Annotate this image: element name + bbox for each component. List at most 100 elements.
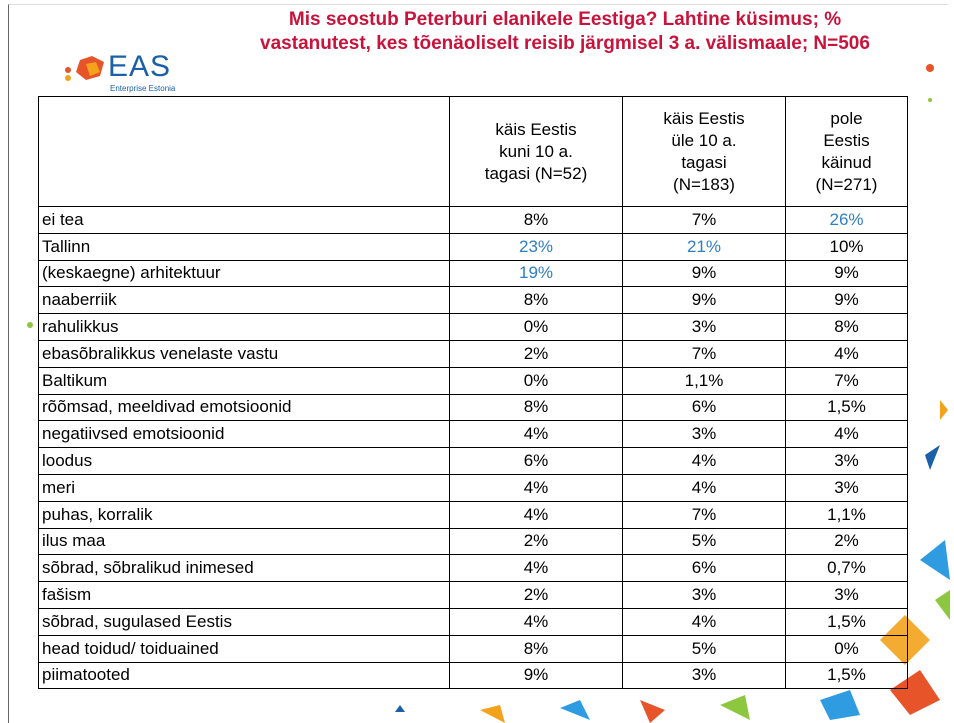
value-cell: 9% [785, 259, 908, 288]
value-cell: 6% [449, 447, 623, 475]
column-header [38, 96, 450, 207]
value-cell: 3% [785, 447, 908, 475]
value-cell: 9% [622, 259, 786, 288]
logo-subtitle: Enterprise Estonia [110, 84, 176, 93]
table-row: negatiivsed emotsioonid 4% 3% 4% [38, 420, 908, 449]
value-cell: 1,5% [785, 661, 908, 690]
logo: EAS [108, 50, 172, 83]
header-row: käis Eestis kuni 10 a. tagasi (N=52) käis… [38, 96, 908, 207]
table-row: Baltikum 0% 1,1% 7% [38, 366, 908, 395]
table-row: sõbrad, sugulased Eestis 4% 4% 1,5% [38, 607, 908, 636]
value-cell: 23% [449, 232, 623, 261]
value-cell: 0,7% [785, 554, 908, 583]
row-label: ebasõbralikkus venelaste vastu [38, 339, 450, 368]
table-row: loodus 6% 4% 3% [38, 447, 908, 475]
value-cell: 4% [449, 554, 623, 583]
value-cell: 6% [622, 393, 786, 422]
value-cell: 0% [449, 366, 623, 395]
column-header: käis Eestis kuni 10 a. tagasi (N=52) [449, 96, 623, 207]
value-cell: 4% [449, 473, 623, 502]
row-label: sõbrad, sõbralikud inimesed [38, 554, 450, 583]
value-cell: 3% [622, 581, 786, 609]
value-cell: 6% [622, 554, 786, 583]
table-row: ilus maa 2% 5% 2% [38, 527, 908, 556]
value-cell: 26% [785, 206, 908, 234]
value-cell: 3% [622, 420, 786, 449]
value-cell: 10% [785, 232, 908, 261]
value-cell: 2% [449, 581, 623, 609]
row-label: head toidud/ toiduained [38, 634, 450, 663]
value-cell: 4% [449, 607, 623, 636]
row-label: fašism [38, 581, 450, 609]
logo-icon [65, 56, 104, 81]
title-line: vastanutest, kes tõenäoliselt reisib jär… [260, 33, 870, 54]
value-cell: 4% [449, 420, 623, 449]
value-cell: 0% [785, 634, 908, 663]
row-label: rõõmsad, meeldivad emotsioonid [38, 393, 450, 422]
title: Mis seostub Peterburi elanikele Eestiga?… [195, 8, 935, 56]
table-row: fašism 2% 3% 3% [38, 581, 908, 609]
table-row: ei tea 8% 7% 26% [38, 206, 908, 234]
value-cell: 1,1% [785, 500, 908, 529]
value-cell: 2% [785, 527, 908, 556]
table-row: rahulikkus 0% 3% 8% [38, 313, 908, 341]
table-row: Tallinn 23% 21% 10% [38, 232, 908, 261]
table-row: sõbrad, sõbralikud inimesed 4% 6% 0,7% [38, 554, 908, 583]
row-label: (keskaegne) arhitektuur [38, 259, 450, 288]
value-cell: 9% [622, 286, 786, 315]
value-cell: 0% [449, 313, 623, 341]
table-row: (keskaegne) arhitektuur 19% 9% 9% [38, 259, 908, 288]
title-line: Mis seostub Peterburi elanikele Eestiga?… [288, 9, 842, 30]
value-cell: 2% [449, 339, 623, 368]
value-cell: 19% [449, 259, 623, 288]
value-cell: 7% [622, 500, 786, 529]
table-row: rõõmsad, meeldivad emotsioonid 8% 6% 1,5% [38, 393, 908, 422]
row-label: ilus maa [38, 527, 450, 556]
column-header: pole Eestis käinud (N=271) [785, 96, 908, 207]
value-cell: 8% [449, 634, 623, 663]
table-row: puhas, korralik 4% 7% 1,1% [38, 500, 908, 529]
row-label: meri [38, 473, 450, 502]
value-cell: 4% [785, 420, 908, 449]
row-label: piimatooted [38, 661, 450, 690]
row-label: Tallinn [38, 232, 450, 261]
row-label: negatiivsed emotsioonid [38, 420, 450, 449]
value-cell: 5% [622, 527, 786, 556]
value-cell: 3% [785, 473, 908, 502]
value-cell: 9% [449, 661, 623, 690]
value-cell: 3% [622, 313, 786, 341]
value-cell: 4% [622, 473, 786, 502]
value-cell: 4% [785, 339, 908, 368]
row-label: naaberriik [38, 286, 450, 315]
value-cell: 7% [785, 366, 908, 395]
row-label: loodus [38, 447, 450, 475]
slide-frame [8, 4, 948, 723]
value-cell: 8% [449, 286, 623, 315]
value-cell: 3% [785, 581, 908, 609]
value-cell: 3% [622, 661, 786, 690]
value-cell: 4% [622, 607, 786, 636]
table: käis Eestis kuni 10 a. tagasi (N=52) käis… [38, 96, 908, 690]
table-row: ebasõbralikkus venelaste vastu 2% 7% 4% [38, 339, 908, 368]
value-cell: 8% [785, 313, 908, 341]
table-row: piimatooted 9% 3% 1,5% [38, 661, 908, 690]
column-header: käis Eestis üle 10 a. tagasi (N=183) [622, 96, 786, 207]
value-cell: 4% [449, 500, 623, 529]
value-cell: 8% [449, 393, 623, 422]
value-cell: 1,1% [622, 366, 786, 395]
value-cell: 1,5% [785, 393, 908, 422]
table-row: naaberriik 8% 9% 9% [38, 286, 908, 315]
table-row: head toidud/ toiduained 8% 5% 0% [38, 634, 908, 663]
row-label: puhas, korralik [38, 500, 450, 529]
row-label: ei tea [38, 206, 450, 234]
value-cell: 2% [449, 527, 623, 556]
row-label: Baltikum [38, 366, 450, 395]
value-cell: 1,5% [785, 607, 908, 636]
value-cell: 7% [622, 339, 786, 368]
table-row: meri 4% 4% 3% [38, 473, 908, 502]
value-cell: 7% [622, 206, 786, 234]
value-cell: 9% [785, 286, 908, 315]
value-cell: 21% [622, 232, 786, 261]
